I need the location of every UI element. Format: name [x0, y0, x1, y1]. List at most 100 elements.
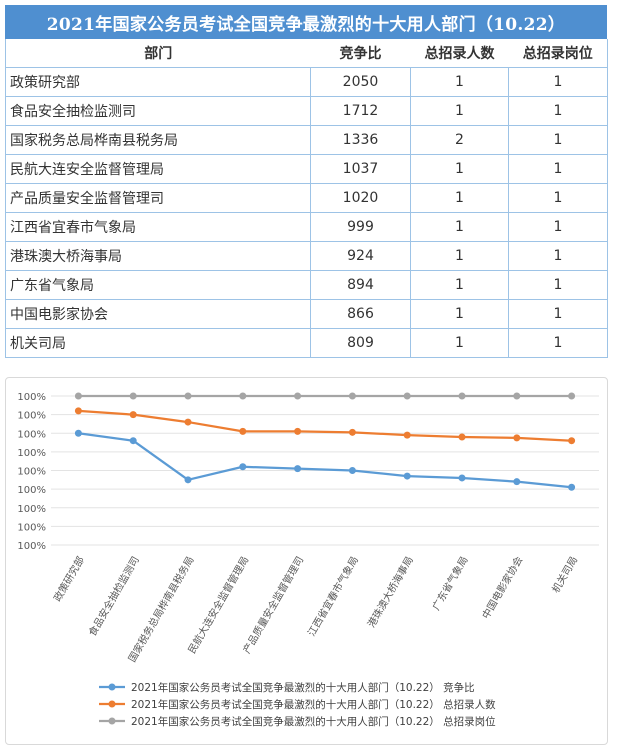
ratio-cell: 1020 [310, 183, 411, 213]
y-tick-label: 100% [17, 504, 46, 515]
dept-cell: 产品质量安全监督管理司 [5, 183, 311, 213]
data-point [403, 431, 411, 439]
legend-swatch-marker [108, 683, 116, 691]
legend-label: 2021年国家公务员考试全国竞争最激烈的十大用人部门（10.22） 竞争比 [131, 681, 475, 694]
data-point [403, 392, 411, 400]
y-tick-label: 100% [17, 411, 46, 422]
ratio-cell: 1037 [310, 154, 411, 184]
data-point [294, 427, 302, 435]
data-point [239, 427, 247, 435]
data-point [568, 437, 576, 445]
table-title: 2021年国家公务员考试全国竞争最激烈的十大用人部门（10.22） [5, 5, 607, 39]
data-point [294, 392, 302, 400]
y-tick-label: 100% [17, 467, 46, 478]
ratio-cell: 924 [310, 241, 411, 271]
data-point [129, 437, 137, 445]
x-tick-label: 中国电影家协会 [479, 554, 525, 621]
ratio-cell: 1336 [310, 125, 411, 155]
header-ratio: 竞争比 [310, 39, 411, 68]
data-point [513, 478, 521, 486]
data-point [403, 472, 411, 480]
table-row: 产品质量安全监督管理司 1020 1 1 [5, 183, 608, 213]
line-chart-panel: 100% 100% 100% 100% 100% 100% 100% 100% 100% 政策研究… [5, 377, 608, 745]
people-cell: 1 [410, 328, 509, 358]
ratio-cell: 809 [310, 328, 411, 358]
dept-cell: 国家税务总局桦南县税务局 [5, 125, 311, 155]
x-tick-label: 国家税务总局桦南县税务局 [125, 554, 196, 664]
table-row: 江西省宜春市气象局 999 1 1 [5, 212, 608, 242]
x-tick-label: 港珠澳大桥海事局 [365, 554, 416, 630]
x-tick-label: 机关司局 [549, 554, 580, 595]
ratio-cell: 866 [310, 299, 411, 329]
dept-cell: 食品安全抽检监测司 [5, 96, 311, 126]
y-tick-label: 100% [17, 485, 46, 496]
data-point [568, 392, 576, 400]
data-point [184, 392, 192, 400]
people-cell: 1 [410, 96, 509, 126]
posts-cell: 1 [508, 241, 608, 271]
dept-cell: 民航大连安全监督管理局 [5, 154, 311, 184]
header-posts: 总招录岗位 [508, 39, 608, 68]
x-tick-label: 食品安全抽检监测司 [86, 554, 142, 638]
people-cell: 2 [410, 125, 509, 155]
table-row: 机关司局 809 1 1 [5, 328, 608, 358]
data-table: 部门 竞争比 总招录人数 总招录岗位 政策研究部 2050 1 1 食品安全抽检监测司 1… [5, 39, 608, 358]
posts-cell: 1 [508, 67, 608, 97]
dept-cell: 广东省气象局 [5, 270, 311, 300]
people-cell: 1 [410, 212, 509, 242]
data-point [348, 392, 356, 400]
header-people: 总招录人数 [410, 39, 509, 68]
people-cell: 1 [410, 270, 509, 300]
x-tick-label: 民航大连安全监督管理局 [185, 554, 251, 656]
people-cell: 1 [410, 67, 509, 97]
ratio-cell: 2050 [310, 67, 411, 97]
x-tick-label: 江西省宜春市气象局 [305, 554, 361, 638]
data-point [184, 418, 192, 426]
x-tick-label: 产品质量安全监督管理司 [240, 554, 306, 656]
table-row: 政策研究部 2050 1 1 [5, 67, 608, 97]
legend-swatch-marker [108, 717, 116, 725]
data-point [74, 407, 82, 415]
posts-cell: 1 [508, 154, 608, 184]
x-tick-label: 广东省气象局 [429, 554, 470, 612]
data-point [568, 483, 576, 491]
data-point [184, 476, 192, 484]
table-header-row: 部门 竞争比 总招录人数 总招录岗位 [5, 39, 608, 68]
posts-cell: 1 [508, 328, 608, 358]
table-row: 港珠澳大桥海事局 924 1 1 [5, 241, 608, 271]
table-row: 广东省气象局 894 1 1 [5, 270, 608, 300]
data-point [129, 392, 137, 400]
series-line-0 [78, 432, 572, 489]
series-line-1 [78, 409, 572, 442]
posts-cell: 1 [508, 96, 608, 126]
legend-label: 2021年国家公务员考试全国竞争最激烈的十大用人部门（10.22） 总招录岗位 [131, 715, 496, 728]
people-cell: 1 [410, 241, 509, 271]
dept-cell: 港珠澳大桥海事局 [5, 241, 311, 271]
y-tick-label: 100% [17, 429, 46, 440]
y-tick-label: 100% [17, 541, 46, 552]
data-point [513, 434, 521, 442]
table-row: 中国电影家协会 866 1 1 [5, 299, 608, 329]
y-tick-label: 100% [17, 392, 46, 403]
dept-cell: 江西省宜春市气象局 [5, 212, 311, 242]
data-point [129, 411, 137, 419]
posts-cell: 1 [508, 270, 608, 300]
data-point [74, 429, 82, 437]
data-point [348, 428, 356, 436]
data-point [458, 474, 466, 482]
line-chart: 100% 100% 100% 100% 100% 100% 100% 100% 100% 政策研究… [17, 392, 599, 728]
data-point [74, 392, 82, 400]
data-point [294, 465, 302, 473]
data-point [458, 392, 466, 400]
people-cell: 1 [410, 154, 509, 184]
table-row: 民航大连安全监督管理局 1037 1 1 [5, 154, 608, 184]
legend-swatch-marker [108, 700, 116, 708]
posts-cell: 1 [508, 299, 608, 329]
ratio-cell: 1712 [310, 96, 411, 126]
y-tick-label: 100% [17, 522, 46, 533]
x-tick-label: 政策研究部 [51, 554, 87, 604]
table-row: 国家税务总局桦南县税务局 1336 2 1 [5, 125, 608, 155]
header-dept: 部门 [5, 39, 311, 68]
data-point [239, 463, 247, 471]
data-point [513, 392, 521, 400]
